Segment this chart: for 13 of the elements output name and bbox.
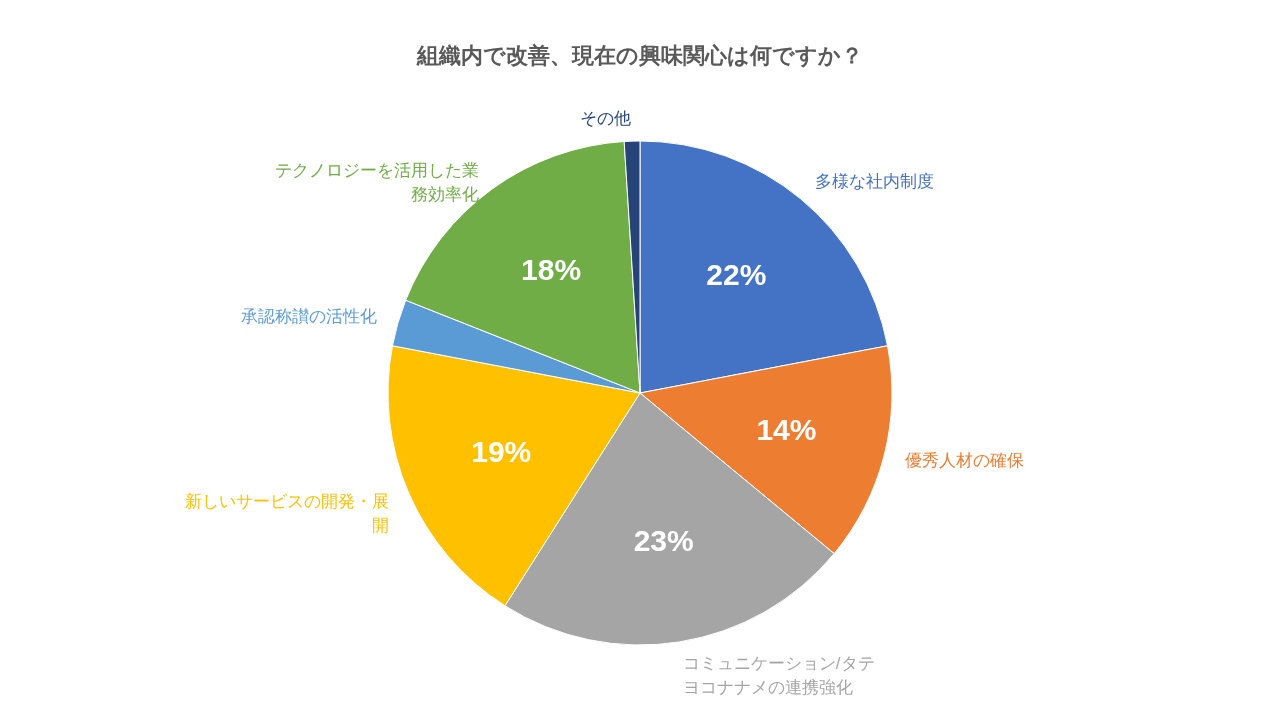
- data-label: 23%: [633, 524, 694, 558]
- slice-label: テクノロジーを活用した業務効率化: [274, 161, 479, 205]
- slice-label: 優秀人材の確保: [905, 451, 1025, 471]
- data-label: 18%: [521, 252, 582, 286]
- chart-title: 組織内で改善、現在の興味関心は何ですか？: [416, 43, 863, 68]
- slice-label: 新しいサービスの開発・展開: [184, 491, 389, 535]
- slice-label: コミュニケーション/タテヨコナナメの連携強化: [682, 653, 875, 697]
- slice-label: その他: [580, 109, 632, 129]
- data-label: 14%: [756, 412, 817, 446]
- slice-label: 多様な社内制度: [814, 171, 934, 191]
- slice-label: 承認称讃の活性化: [240, 306, 377, 326]
- data-label: 19%: [471, 435, 532, 469]
- data-label: 22%: [706, 258, 767, 292]
